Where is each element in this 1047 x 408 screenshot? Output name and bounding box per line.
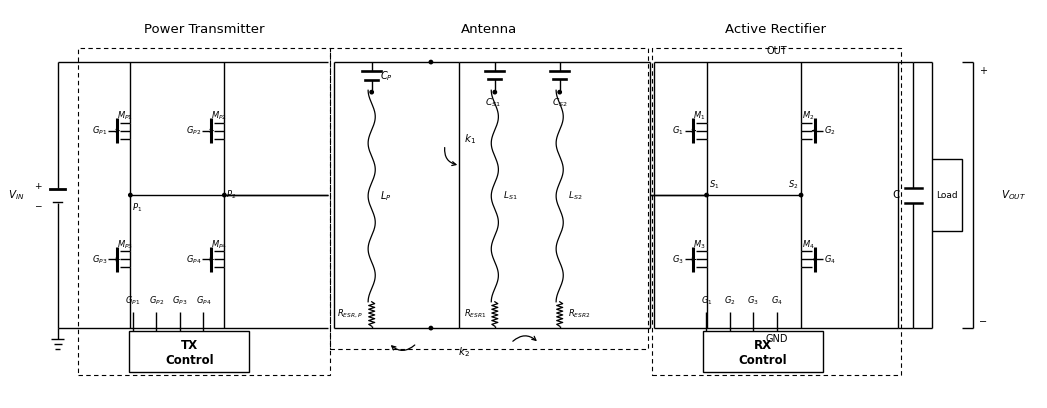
Text: $M_2$: $M_2$ <box>802 109 815 122</box>
Text: $M_{P1}$: $M_{P1}$ <box>117 109 133 122</box>
Text: $G_{P1}$: $G_{P1}$ <box>126 295 140 307</box>
Text: $M_4$: $M_4$ <box>802 238 815 251</box>
Text: $R_{ESR,P}$: $R_{ESR,P}$ <box>337 308 363 320</box>
Text: $L_{S2}$: $L_{S2}$ <box>569 190 582 202</box>
Text: $G_{P2}$: $G_{P2}$ <box>149 295 164 307</box>
Text: $P_2$: $P_2$ <box>226 189 237 201</box>
Text: $M_{P4}$: $M_{P4}$ <box>211 238 227 251</box>
Text: C: C <box>893 190 900 200</box>
Circle shape <box>493 91 496 94</box>
Text: $G_3$: $G_3$ <box>748 295 759 307</box>
Bar <box>331 48 648 349</box>
Text: OUT: OUT <box>766 47 787 56</box>
Text: $-$: $-$ <box>978 315 987 325</box>
Text: $G_{P4}$: $G_{P4}$ <box>186 253 202 266</box>
Text: $V_{OUT}$: $V_{OUT}$ <box>1002 188 1026 202</box>
Text: $R_{ESR1}$: $R_{ESR1}$ <box>464 308 487 320</box>
Bar <box>129 331 249 372</box>
Text: $G_1$: $G_1$ <box>672 124 684 137</box>
Text: $k_2$: $k_2$ <box>458 346 470 359</box>
Circle shape <box>558 91 561 94</box>
Text: Control: Control <box>165 355 214 368</box>
Text: $G_3$: $G_3$ <box>672 253 684 266</box>
Text: RX: RX <box>754 339 772 353</box>
Text: Power Transmitter: Power Transmitter <box>144 23 265 35</box>
Text: $M_{P2}$: $M_{P2}$ <box>211 109 227 122</box>
Text: $G_{P4}$: $G_{P4}$ <box>196 295 211 307</box>
Text: +: + <box>979 66 986 75</box>
Text: +: + <box>35 182 42 191</box>
Text: $G_{P2}$: $G_{P2}$ <box>186 124 202 137</box>
Text: $L_{S1}$: $L_{S1}$ <box>504 190 518 202</box>
Text: $k_1$: $k_1$ <box>464 132 475 146</box>
Text: $P_1$: $P_1$ <box>132 202 142 214</box>
Bar <box>703 331 823 372</box>
Bar <box>79 48 331 375</box>
Text: $S_2$: $S_2$ <box>787 179 798 191</box>
Bar <box>652 48 900 375</box>
Text: Active Rectifier: Active Rectifier <box>726 23 826 35</box>
Text: Load: Load <box>936 191 958 200</box>
Text: $L_P$: $L_P$ <box>380 189 392 203</box>
Text: $M_3$: $M_3$ <box>693 238 706 251</box>
Circle shape <box>129 193 132 197</box>
Text: $G_{P1}$: $G_{P1}$ <box>92 124 108 137</box>
Circle shape <box>223 193 226 197</box>
Text: $V_{IN}$: $V_{IN}$ <box>8 188 25 202</box>
Text: $C_{S2}$: $C_{S2}$ <box>552 97 567 109</box>
Text: $G_{P3}$: $G_{P3}$ <box>92 253 108 266</box>
Text: $G_4$: $G_4$ <box>771 295 783 307</box>
Text: $G_4$: $G_4$ <box>824 253 836 266</box>
Text: $R_{ESR2}$: $R_{ESR2}$ <box>569 308 591 320</box>
Circle shape <box>429 326 432 330</box>
Text: $S_1$: $S_1$ <box>710 179 720 191</box>
Bar <box>932 160 962 231</box>
Text: $G_{P3}$: $G_{P3}$ <box>173 295 187 307</box>
Text: Control: Control <box>738 355 787 368</box>
Text: $G_1$: $G_1$ <box>700 295 712 307</box>
Text: $C_{S1}$: $C_{S1}$ <box>485 97 500 109</box>
Text: GND: GND <box>765 334 788 344</box>
Circle shape <box>429 60 432 64</box>
Text: $C_P$: $C_P$ <box>380 69 393 82</box>
Text: Antenna: Antenna <box>461 23 517 35</box>
Circle shape <box>370 91 374 94</box>
Text: $G_2$: $G_2$ <box>824 124 836 137</box>
Text: $-$: $-$ <box>34 200 42 209</box>
Text: $M_1$: $M_1$ <box>693 109 706 122</box>
Circle shape <box>799 193 803 197</box>
Text: $G_2$: $G_2$ <box>725 295 736 307</box>
Text: $M_{P3}$: $M_{P3}$ <box>117 238 133 251</box>
Text: TX: TX <box>181 339 198 353</box>
Circle shape <box>705 193 708 197</box>
